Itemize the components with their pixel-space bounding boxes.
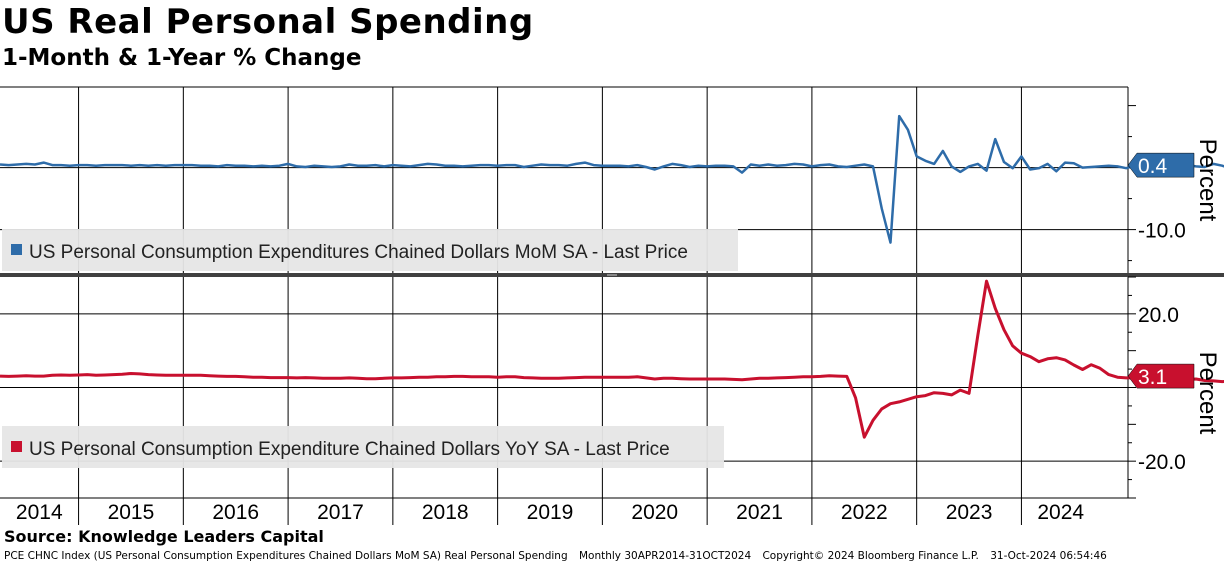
x-label-2019: 2019 bbox=[527, 501, 574, 524]
legend-top-box bbox=[2, 229, 738, 271]
x-label-2022: 2022 bbox=[841, 501, 888, 524]
x-axis-labels: 2014 2015 2016 2017 2018 2019 2020 2021 2022 2023… bbox=[16, 501, 1084, 524]
footer-index: PCE CHNC Index (US Personal Consumption … bbox=[4, 550, 568, 562]
y-tick-label: -10.0 bbox=[1138, 220, 1186, 243]
legend-bottom-swatch bbox=[11, 441, 22, 452]
x-label-2016: 2016 bbox=[212, 501, 259, 524]
y-tick-label: 20.0 bbox=[1138, 304, 1179, 327]
last-value-label-bottom: 3.1 bbox=[1138, 366, 1167, 389]
series-line-top bbox=[0, 114, 1224, 244]
legend-bottom-label: US Personal Consumption Expenditure Chai… bbox=[29, 439, 670, 460]
top-ylabel: Percent bbox=[1194, 139, 1221, 222]
x-label-2023: 2023 bbox=[946, 501, 993, 524]
legend-top-label: US Personal Consumption Expenditures Cha… bbox=[29, 242, 688, 263]
x-label-2018: 2018 bbox=[422, 501, 469, 524]
footer-frequency: Monthly 30APR2014-31OCT2024 bbox=[578, 550, 752, 562]
last-value-tag-top bbox=[1127, 152, 1195, 178]
chart-svg: -10.0 20.0 -20.0 US Personal Consumption E… bbox=[0, 86, 1224, 525]
source-note: Source: Knowledge Leaders Capital bbox=[4, 527, 324, 546]
x-label-2024: 2024 bbox=[1037, 501, 1084, 524]
last-value-tag-bottom bbox=[1127, 363, 1195, 389]
x-label-2015: 2015 bbox=[108, 501, 155, 524]
x-label-2014: 2014 bbox=[16, 501, 63, 524]
x-label-2021: 2021 bbox=[736, 501, 783, 524]
last-value-markers: 0.4 3.1 bbox=[1127, 152, 1195, 389]
series-lines bbox=[0, 114, 1224, 439]
y-tick-label: -20.0 bbox=[1138, 451, 1186, 474]
bottom-ylabel: Percent bbox=[1194, 352, 1221, 435]
panel-separator-grip bbox=[607, 274, 617, 276]
series-line-bottom bbox=[0, 279, 1224, 439]
y-ticks: -10.0 20.0 -20.0 bbox=[1128, 105, 1186, 499]
chart-subtitle: 1-Month & 1-Year % Change bbox=[2, 45, 362, 71]
last-value-label-top: 0.4 bbox=[1138, 155, 1168, 178]
footer-timestamp: 31-Oct-2024 06:54:46 bbox=[990, 550, 1107, 562]
x-label-2020: 2020 bbox=[631, 501, 678, 524]
footer-copyright: Copyright© 2024 Bloomberg Finance L.P. bbox=[762, 550, 979, 562]
chart-title: US Real Personal Spending bbox=[2, 2, 534, 42]
footer: PCE CHNC Index (US Personal Consumption … bbox=[4, 550, 1115, 562]
legend-bottom-box bbox=[2, 426, 724, 468]
legend-top-swatch bbox=[11, 244, 22, 255]
x-label-2017: 2017 bbox=[317, 501, 364, 524]
